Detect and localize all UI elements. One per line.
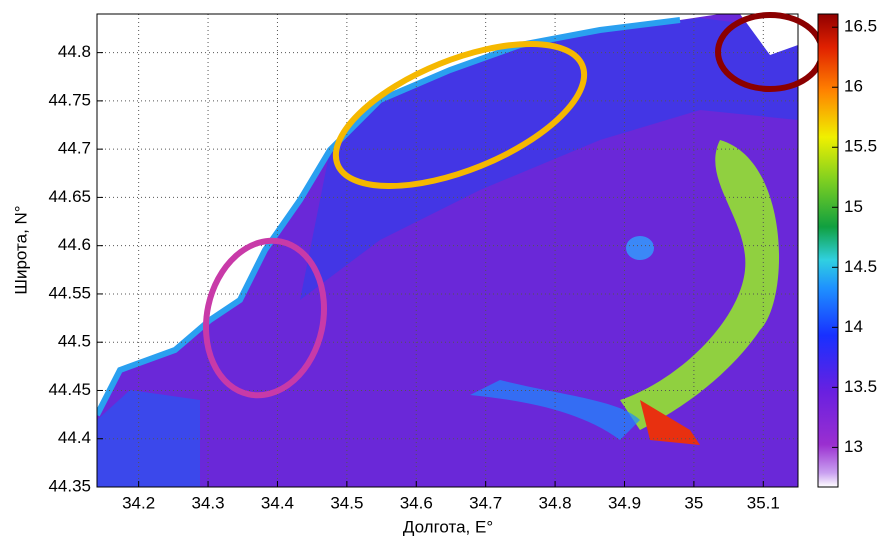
colorbar-tick-label: 14.5: [844, 257, 877, 276]
x-tick-label: 34.7: [469, 493, 502, 512]
y-tick-label: 44.5: [58, 332, 91, 351]
x-tick-label: 34.3: [192, 493, 225, 512]
highlight-ellipse: [332, 40, 588, 190]
y-tick-label: 44.6: [58, 235, 91, 254]
x-tick-label: 34.6: [400, 493, 433, 512]
y-tick-label: 44.8: [58, 42, 91, 61]
x-tick-label: 34.5: [330, 493, 363, 512]
y-tick-label: 44.65: [48, 187, 91, 206]
x-tick-label: 35.1: [747, 493, 780, 512]
colorbar-tick-label: 16.5: [844, 17, 877, 36]
colorbar-tick-label: 15: [844, 197, 863, 216]
colorbar-tick-label: 13: [844, 437, 863, 456]
highlight-ellipse: [202, 237, 328, 399]
grid: [97, 14, 798, 488]
x-tick-label: 34.9: [608, 493, 641, 512]
y-tick-label: 44.75: [48, 90, 91, 109]
colorbar: [817, 13, 839, 488]
y-tick-label: 44.7: [58, 139, 91, 158]
colorbar-tick-label: 16: [844, 77, 863, 96]
y-tick-label: 44.35: [48, 476, 91, 495]
x-axis-label: Долгота, E°: [403, 517, 493, 536]
colorbar-tick-label: 14: [844, 317, 863, 336]
x-tick-label: 34.8: [539, 493, 572, 512]
x-tick-label: 34.2: [122, 493, 155, 512]
y-axis-label: Широта, N°: [11, 205, 30, 294]
sst-raster: [97, 14, 798, 487]
x-tick-label: 35: [684, 493, 703, 512]
y-tick-label: 44.55: [48, 283, 91, 302]
x-tick-label: 34.4: [261, 493, 294, 512]
plot-frame: [96, 13, 799, 488]
y-tick-label: 44.4: [58, 428, 91, 447]
colorbar-tick-label: 13.5: [844, 377, 877, 396]
colorbar-tick-label: 15.5: [844, 137, 877, 156]
y-tick-label: 44.45: [48, 380, 91, 399]
